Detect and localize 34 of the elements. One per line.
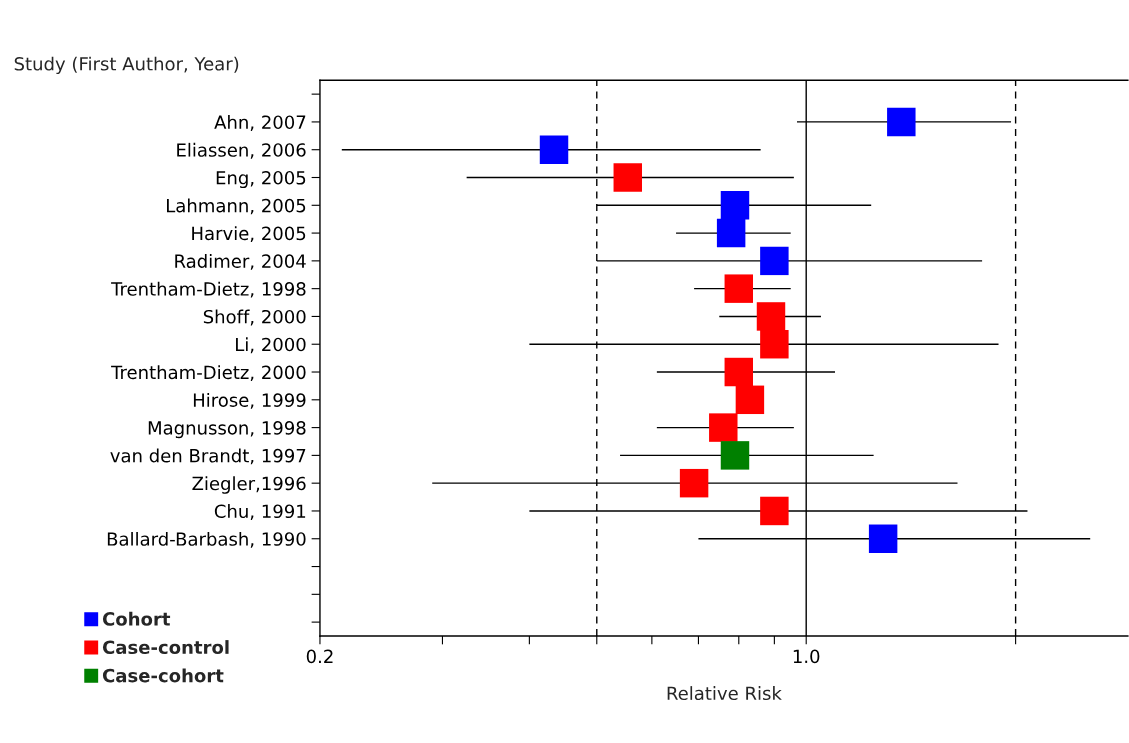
legend-label: Case-cohort [102,668,224,683]
point [756,302,786,331]
point [760,330,789,359]
y-tick-label: Shoff, 2000 [203,309,306,326]
point [720,441,750,470]
point [760,246,789,276]
point [735,385,765,415]
y-tick-label: Harvie, 2005 [192,226,306,243]
point [720,191,750,220]
y-tick-label: Trentham-Dietz, 2000 [111,365,306,381]
y-tick-label: Li, 2000 [236,337,306,354]
x-tick-label: 1.0 [793,649,820,664]
point [724,274,754,303]
y-tick-label: Ziegler,1996 [192,476,306,494]
y-tick-label: Hirose, 1999 [193,392,306,409]
y-tick-label: Eliassen, 2006 [177,142,306,159]
legend-label: Cohort [102,611,171,626]
point [709,413,738,442]
y-tick-label: Eng, 2005 [216,170,306,189]
legend-label: Case-control [102,640,229,655]
point [724,357,754,387]
y-tick-label: Lahmann, 2005 [167,198,306,215]
x-tick-label: 0.2 [306,649,333,664]
point [760,496,789,526]
y-tick-label: Trentham-Dietz, 1998 [111,281,306,298]
y-tick-label: Magnusson, 1998 [148,421,306,439]
y-tick-label: Ballard-Barbash, 1990 [107,531,306,548]
y-tick-label: Chu, 1991 [214,504,306,520]
y-tick-label: Radimer, 2004 [175,254,306,270]
x-axis-title: Relative Risk [667,686,782,701]
y-tick-label: van den Brandt, 1997 [110,448,306,465]
y-axis-title: Study (First Author, Year) [14,56,239,75]
y-tick-label: Ahn, 2007 [214,115,306,131]
point [716,218,746,248]
